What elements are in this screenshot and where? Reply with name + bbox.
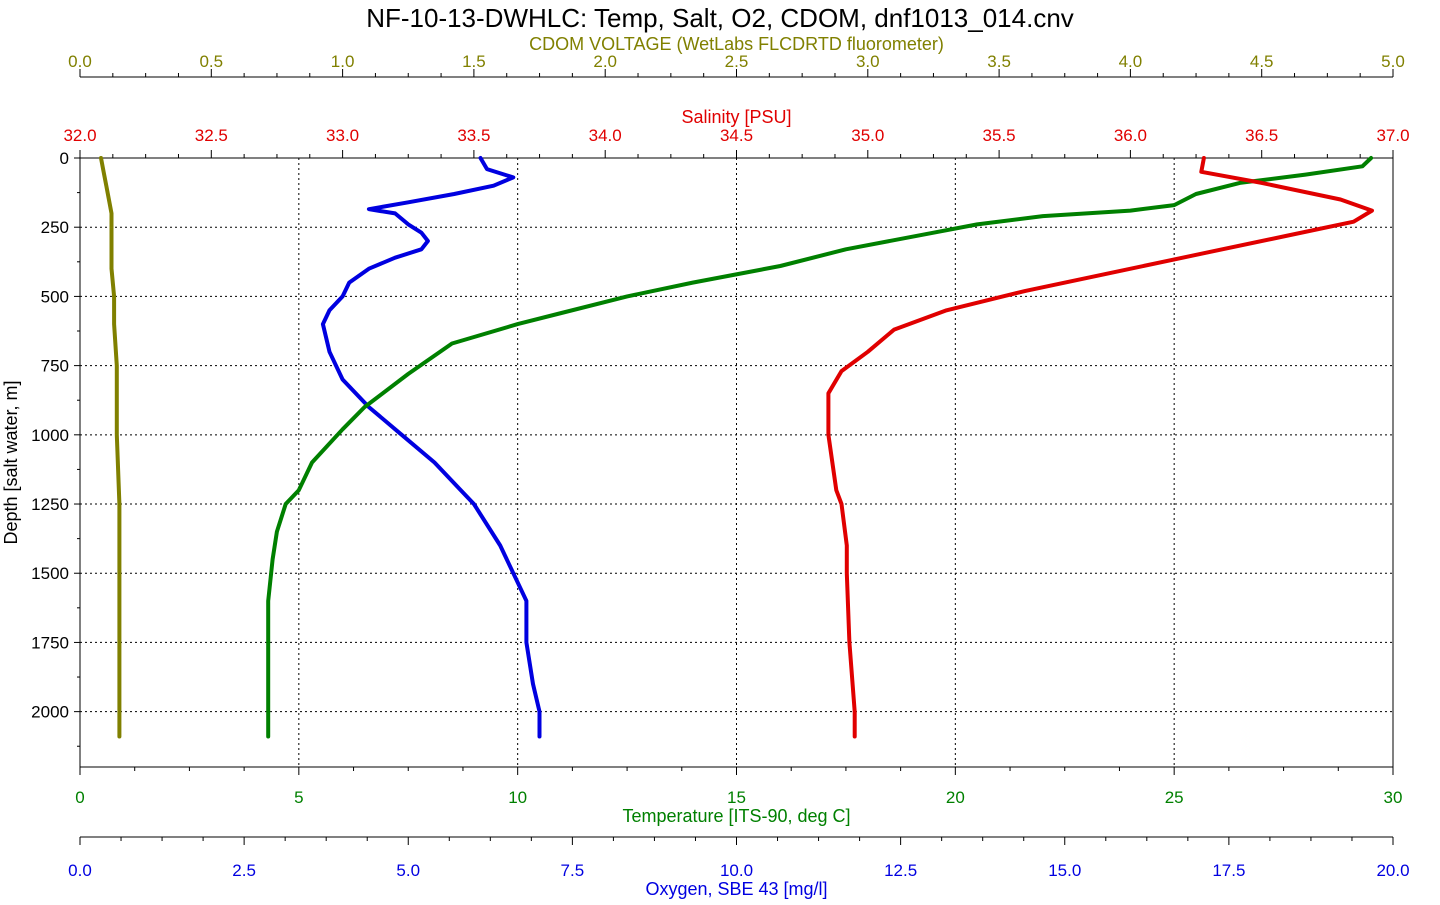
- x-axis-tick-label-oxygen: 0.0: [68, 861, 92, 880]
- x-axis-tick-label-temperature: 5: [294, 788, 303, 807]
- series-line-cdom: [99, 156, 122, 739]
- x-axis-tick-label-oxygen: 5.0: [396, 861, 420, 880]
- series-layer: [99, 156, 1374, 739]
- x-axis-tick-label-cdom: 0.5: [199, 52, 223, 71]
- x-axis-tick-label-salinity: 34.0: [589, 126, 622, 145]
- x-axis-tick-label-temperature: 25: [1165, 788, 1184, 807]
- series-line-oxygen: [320, 156, 542, 739]
- x-axis-tick-label-cdom: 4.5: [1250, 52, 1274, 71]
- y-axis-tick-label: 750: [41, 357, 69, 376]
- x-axis-tick-label-oxygen: 17.5: [1212, 861, 1245, 880]
- x-axis-label-oxygen: Oxygen, SBE 43 [mg/l]: [645, 879, 827, 899]
- x-axis-tick-label-salinity: 35.0: [851, 126, 884, 145]
- x-axis-tick-label-cdom: 1.0: [331, 52, 355, 71]
- series-line-salinity: [826, 156, 1374, 739]
- x-axis-tick-label-cdom: 3.0: [856, 52, 880, 71]
- x-axis-tick-label-salinity: 33.0: [326, 126, 359, 145]
- x-axis-tick-label-temperature: 30: [1384, 788, 1403, 807]
- y-axis-label: Depth [salt water, m]: [1, 380, 21, 544]
- x-axis-label-cdom: CDOM VOLTAGE (WetLabs FLCDRTD fluoromete…: [529, 34, 944, 54]
- x-axis-tick-label-salinity: 33.5: [457, 126, 490, 145]
- x-axis-tick-label-salinity: 32.0: [63, 126, 96, 145]
- y-axis-tick-label: 1500: [31, 564, 69, 583]
- x-axis-tick-label-salinity: 32.5: [195, 126, 228, 145]
- x-axis-tick-label-cdom: 1.5: [462, 52, 486, 71]
- y-axis-tick-label: 1000: [31, 426, 69, 445]
- x-axis-tick-label-temperature: 15: [727, 788, 746, 807]
- x-axis-label-temperature: Temperature [ITS-90, deg C]: [622, 806, 850, 826]
- y-axis-tick-label: 0: [60, 149, 69, 168]
- x-axis-tick-label-temperature: 0: [75, 788, 84, 807]
- x-axis-tick-label-salinity: 36.0: [1114, 126, 1147, 145]
- x-axis-tick-label-cdom: 4.0: [1119, 52, 1143, 71]
- x-axis-tick-label-cdom: 5.0: [1381, 52, 1405, 71]
- x-axis-tick-label-salinity: 34.5: [720, 126, 753, 145]
- y-axis-tick-label: 500: [41, 287, 69, 306]
- y-axis-tick-label: 250: [41, 218, 69, 237]
- x-axis-tick-label-cdom: 3.5: [987, 52, 1011, 71]
- chart-title: NF-10-13-DWHLC: Temp, Salt, O2, CDOM, dn…: [366, 3, 1074, 33]
- x-axis-tick-label-oxygen: 10.0: [720, 861, 753, 880]
- x-axis-tick-label-temperature: 10: [508, 788, 527, 807]
- x-axis-tick-label-salinity: 37.0: [1376, 126, 1409, 145]
- x-axis-tick-label-cdom: 2.5: [725, 52, 749, 71]
- y-axis-tick-label: 2000: [31, 703, 69, 722]
- y-axis-tick-label: 1250: [31, 495, 69, 514]
- x-axis-tick-label-cdom: 2.0: [593, 52, 617, 71]
- x-axis-tick-label-salinity: 36.5: [1245, 126, 1278, 145]
- x-axis-tick-label-temperature: 20: [946, 788, 965, 807]
- y-axis-tick-label: 1750: [31, 633, 69, 652]
- x-axis-tick-label-cdom: 0.0: [68, 52, 92, 71]
- x-axis-tick-label-oxygen: 20.0: [1376, 861, 1409, 880]
- series-line-temperature: [266, 156, 1374, 739]
- x-axis-tick-label-oxygen: 7.5: [561, 861, 585, 880]
- x-axis-tick-label-oxygen: 15.0: [1048, 861, 1081, 880]
- x-axis-tick-label-salinity: 35.5: [983, 126, 1016, 145]
- x-axis-label-salinity: Salinity [PSU]: [681, 107, 791, 127]
- x-axis-tick-label-oxygen: 2.5: [232, 861, 256, 880]
- x-axis-tick-label-oxygen: 12.5: [884, 861, 917, 880]
